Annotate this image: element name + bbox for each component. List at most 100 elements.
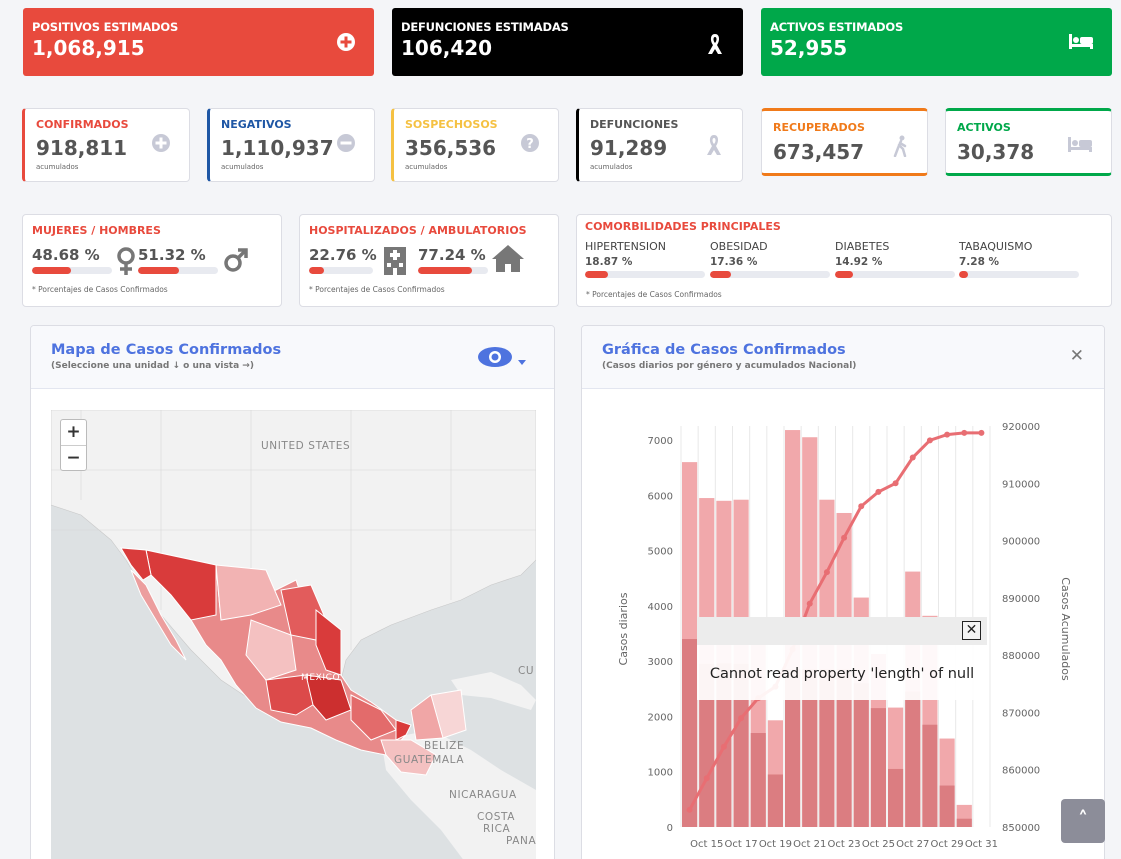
top-card-value: 52,955	[770, 36, 848, 60]
choropleth-map[interactable]: + − UNITED STATES MEXICO BELIZE GUATEMAL…	[51, 410, 536, 859]
ribbon-icon	[705, 32, 725, 61]
comorbidities-title: COMORBILIDADES PRINCIPALES	[585, 220, 781, 233]
x-tick-label: Oct 15	[690, 839, 723, 850]
ambulatory-pct: 77.24 %	[418, 246, 486, 264]
plus-circle-icon	[336, 32, 356, 57]
view-selector-button[interactable]	[476, 344, 531, 370]
x-tick-label: Oct 29	[930, 839, 963, 850]
map-subtitle: (Seleccione una unidad ↓ o una vista →)	[51, 361, 254, 371]
map-canvas	[51, 410, 536, 859]
top-card-0: POSITIVOS ESTIMADOS 1,068,915	[23, 8, 374, 76]
eye-icon	[478, 347, 526, 367]
comorbidity-bar	[710, 271, 830, 278]
x-tick-label: Oct 31	[965, 839, 998, 850]
comorbidity-bar	[835, 271, 955, 278]
bar-secondary	[682, 639, 698, 827]
stat-card-confirmados: CONFIRMADOS 918,811 acumulados	[22, 108, 190, 182]
cumulative-point	[703, 775, 710, 782]
y-tick-label: 1000	[648, 768, 673, 779]
map-label-mexico: MEXICO	[301, 673, 341, 683]
stat-card-sub: acumulados	[36, 163, 79, 171]
y-tick-label: 3000	[648, 657, 673, 668]
cumulative-point	[720, 743, 727, 750]
x-tick-label: Oct 19	[759, 839, 792, 850]
stat-card-sospechosos: SOSPECHOSOS 356,536 acumulados?	[391, 108, 559, 182]
top-card-label: POSITIVOS ESTIMADOS	[32, 20, 179, 34]
cumulative-point	[738, 715, 745, 722]
y-right-axis-title: Casos Acumulados	[1059, 577, 1072, 681]
y-tick-label: 7000	[648, 436, 673, 447]
hospital-card: HOSPITALIZADOS / AMBULATORIOS 22.76 % 77…	[299, 214, 559, 307]
hospital-note: * Porcentajes de Casos Confirmados	[309, 285, 445, 294]
cumulative-point	[944, 431, 951, 438]
error-dialog: ✕ Cannot read property 'length' of null	[697, 617, 987, 700]
women-bar	[32, 267, 112, 274]
ribbon-icon	[704, 133, 724, 162]
y-right-tick-label: 920000	[1002, 422, 1040, 433]
map-label-costa: COSTA	[477, 811, 516, 823]
bed-icon	[1067, 135, 1093, 158]
map-label-united-states: UNITED STATES	[261, 440, 351, 452]
bar-secondary	[733, 663, 749, 827]
hospitalized-pct: 22.76 %	[309, 246, 377, 264]
svg-text:?: ?	[526, 137, 534, 152]
comorbidity-label: DIABETES	[835, 240, 890, 253]
chart-subtitle: (Casos diarios por género y acumulados N…	[602, 361, 857, 371]
gender-note: * Porcentajes de Casos Confirmados	[32, 285, 168, 294]
chart-panel: Gráfica de Casos Confirmados (Casos diar…	[581, 325, 1105, 859]
comorbidity-label: OBESIDAD	[710, 240, 768, 253]
x-tick-label: Oct 23	[827, 839, 860, 850]
bar-secondary	[767, 774, 783, 827]
hospitalized-bar	[309, 267, 373, 274]
gender-card: MUJERES / HOMBRES 48.68 % 51.32 % * Porc…	[22, 214, 282, 307]
error-close-button[interactable]: ✕	[962, 621, 981, 640]
female-icon	[117, 247, 135, 275]
map-title: Mapa de Casos Confirmados	[51, 342, 282, 358]
bar-secondary	[750, 733, 766, 827]
stat-card-sub: acumulados	[405, 163, 448, 171]
bar-secondary	[956, 818, 972, 827]
cumulative-point	[858, 503, 865, 510]
zoom-in-button[interactable]: +	[66, 422, 81, 442]
cumulative-point	[823, 569, 830, 576]
map-label-nicaragua: NICARAGUA	[449, 789, 517, 801]
map-zoom-control: + −	[60, 419, 87, 471]
map-label-guatemala: GUATEMALA	[394, 754, 465, 766]
cumulative-point	[892, 480, 899, 487]
cumulative-point	[806, 600, 813, 607]
y-tick-label: 4000	[648, 602, 673, 613]
comorbidity-pct: 17.36 %	[710, 256, 758, 268]
error-dialog-header	[697, 617, 987, 645]
top-card-2: ACTIVOS ESTIMADOS 52,955	[761, 8, 1112, 76]
top-card-1: DEFUNCIONES ESTIMADAS 106,420	[392, 8, 743, 76]
close-icon[interactable]: ✕	[1069, 346, 1084, 366]
x-tick-label: Oct 17	[724, 839, 757, 850]
stat-card-activos: ACTIVOS 30,378	[945, 108, 1112, 176]
cumulative-point	[841, 534, 848, 541]
cumulative-point	[909, 454, 916, 461]
bar-secondary	[905, 691, 921, 827]
stat-card-negativos: NEGATIVOS 1,110,937 acumulados	[207, 108, 375, 182]
cases-chart: 0 1000 2000 3000 4000 5000 6000 7000 850000 86000…	[617, 422, 1072, 850]
stat-card-label: ACTIVOS	[957, 121, 1011, 134]
ambulatory-bar	[418, 267, 488, 274]
comorbidity-bar	[959, 271, 1079, 278]
bar-secondary	[802, 669, 818, 827]
comorbidity-label: TABAQUISMO	[959, 240, 1033, 253]
map-panel-header: Mapa de Casos Confirmados (Seleccione un…	[31, 326, 554, 389]
stat-card-value: 918,811	[36, 136, 128, 160]
stat-card-label: NEGATIVOS	[221, 118, 292, 131]
y-axis-title: Casos diarios	[617, 592, 630, 665]
zoom-out-button[interactable]: −	[61, 445, 86, 470]
stat-card-value: 30,378	[957, 140, 1035, 164]
y-tick-label: 0	[667, 823, 673, 834]
scroll-top-button[interactable]: ˄	[1061, 799, 1105, 843]
walking-icon	[893, 135, 909, 162]
stat-card-sub: acumulados	[590, 163, 633, 171]
y-right-tick-label: 890000	[1002, 594, 1040, 605]
hospital-title: HOSPITALIZADOS / AMBULATORIOS	[309, 224, 527, 237]
cumulative-point	[686, 806, 693, 813]
bar-secondary	[939, 785, 955, 827]
comorbidity-pct: 18.87 %	[585, 256, 633, 268]
error-message: Cannot read property 'length' of null	[709, 666, 975, 682]
